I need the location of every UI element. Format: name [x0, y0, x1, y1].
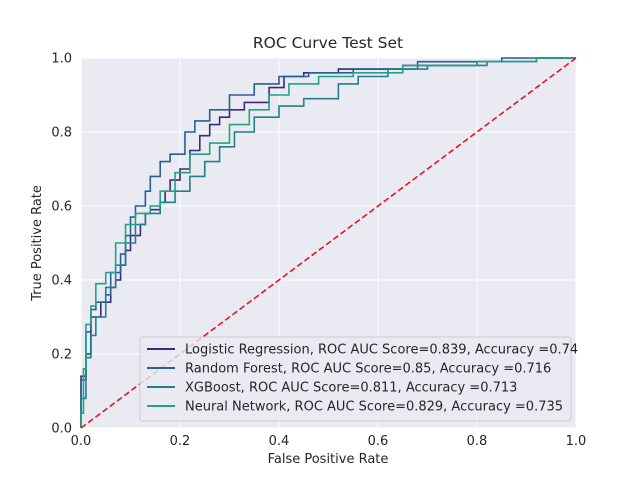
legend-entry: XGBoost, ROC AUC Score=0.811, Accuracy =… [185, 381, 517, 396]
x-tick-label: 1.0 [566, 434, 587, 449]
tick-labels: 0.0 0.2 0.4 0.6 0.8 1.0 0.0 0.2 0.4 0.6 0.8 1.0 [51, 52, 586, 450]
y-tick-label: 0.4 [51, 274, 72, 289]
roc-curve-series-3 [80, 57, 576, 428]
y-tick-label: 1.0 [51, 52, 72, 67]
x-tick-label: 0.6 [368, 434, 389, 449]
legend-entry: Random Forest, ROC AUC Score=0.85, Accur… [185, 362, 551, 377]
x-tick-label: 0.4 [269, 434, 290, 449]
y-tick-label: 0.0 [51, 422, 72, 437]
y-tick-label: 0.8 [51, 126, 72, 141]
x-axis-label: False Positive Rate [268, 452, 389, 467]
legend: Logistic Regression, ROC AUC Score=0.839… [139, 336, 578, 422]
x-tick-label: 0.0 [71, 434, 92, 449]
legend-frame [139, 336, 572, 422]
x-tick-label: 0.8 [467, 434, 488, 449]
x-tick-label: 0.2 [170, 434, 191, 449]
roc-curve-series-4 [80, 57, 576, 428]
y-tick-label: 0.2 [51, 348, 72, 363]
y-axis-label: True Positive Rate [30, 185, 45, 302]
legend-entry: Logistic Regression, ROC AUC Score=0.839… [185, 343, 578, 358]
legend-entry: Neural Network, ROC AUC Score=0.829, Acc… [185, 400, 563, 415]
chart-title: ROC Curve Test Set [253, 34, 403, 52]
y-tick-label: 0.6 [51, 200, 72, 215]
